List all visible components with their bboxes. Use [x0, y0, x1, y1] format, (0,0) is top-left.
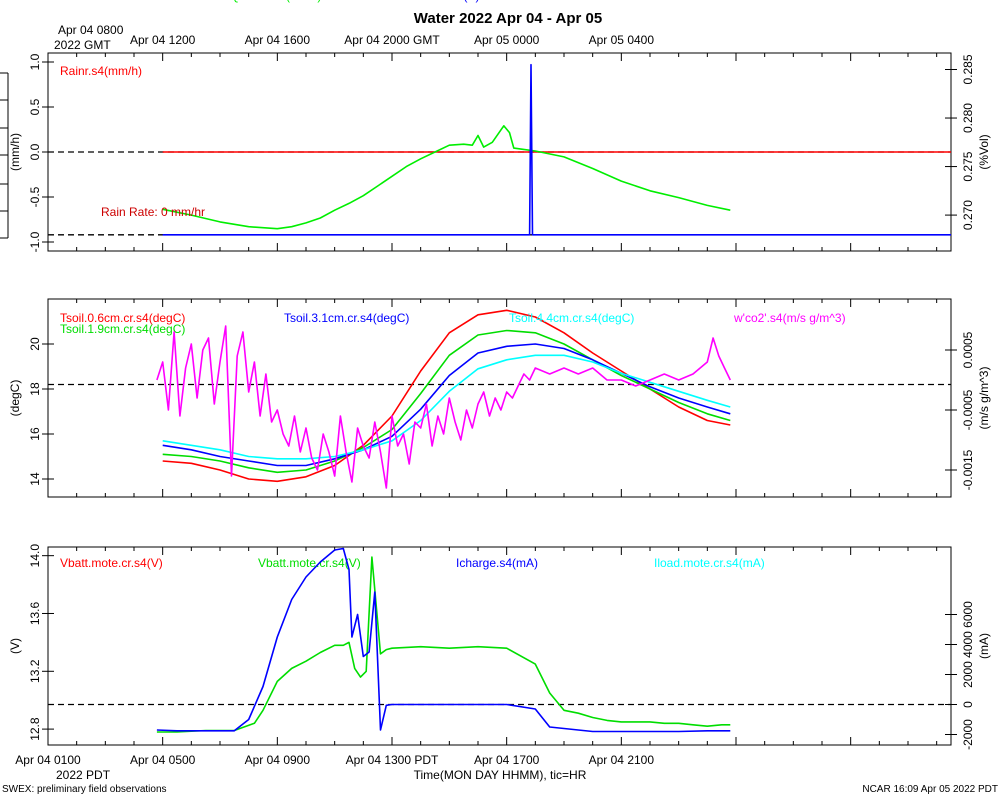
- series-line-3: [162, 354, 731, 460]
- left-axis-label: (V): [8, 638, 22, 654]
- top-time-label: Apr 05 0000: [474, 33, 540, 47]
- bottom-time-label: Apr 04 1700: [474, 753, 540, 767]
- left-edge-ruler: [0, 72, 9, 239]
- bottom-time-label: Apr 04 0900: [245, 753, 311, 767]
- right-axis-label: (%Vol): [977, 134, 991, 169]
- x-axis-label: Time(MON DAY HHMM), tic=HR: [414, 768, 587, 782]
- legend-entry-2: Wetness.s4(V): [401, 0, 479, 3]
- legend-entry-2: Tsoil.3.1cm.cr.s4(degC): [284, 311, 409, 325]
- left-axis-label: (mm/h): [8, 133, 22, 171]
- right-tick-label: -2000: [961, 719, 975, 750]
- series-line-2: [156, 547, 731, 733]
- top-time-axis: Apr 04 1200 Apr 04 1600 Apr 04 2000 GMT Apr…: [130, 33, 654, 47]
- right-tick-label: 2000: [961, 661, 975, 688]
- footer-left: SWEX: preliminary field observations: [2, 784, 167, 795]
- legend-entry-0: Vbatt.mote.cr.s4(V): [60, 556, 163, 570]
- series-line-4: [156, 325, 732, 489]
- legend-entry-3: Iload.mote.cr.s4(mA): [654, 556, 765, 570]
- legend-entry-3: Tsoil.4.4cm.cr.s4(degC): [509, 311, 634, 325]
- right-tick-label: -0.0005: [961, 389, 975, 430]
- panel-soil-temperature: 14 16 18 20 (degC) -0.0015 -0.0005 0.0005(m/s g…: [8, 298, 991, 498]
- plot-frame: [47, 546, 952, 746]
- right-tick-label: 6000: [961, 601, 975, 628]
- left-tick-label: 12.8: [28, 717, 42, 741]
- right-tick-label: 4000: [961, 631, 975, 658]
- left-tick-label: 20: [28, 337, 42, 351]
- top-time-label: Apr 04 1600: [245, 33, 311, 47]
- left-axis-label: (degC): [8, 380, 22, 417]
- left-tick-label: 16: [28, 427, 42, 441]
- legend-entry-4: w'co2'.s4(m/s g/m^3): [733, 311, 846, 325]
- left-tick-label: 1.0: [28, 53, 42, 70]
- left-tick-label: 0.5: [28, 98, 42, 115]
- series-line-2: [162, 63, 951, 236]
- left-tick-label: -1.0: [28, 231, 42, 252]
- left-tick-label: 0.0: [28, 143, 42, 160]
- right-tick-label: 0.275: [961, 151, 975, 181]
- bottom-time-label: Apr 04 1300 PDT: [346, 753, 439, 767]
- bottom-time-label: Apr 04 2100: [589, 753, 655, 767]
- legend-entry-0: Tsoil.0.6cm.cr.s4(degC): [60, 311, 185, 325]
- footer-right: NCAR 16:09 Apr 05 2022 PDT: [862, 784, 998, 795]
- right-axis-label: (mA): [977, 633, 991, 659]
- bottom-time-axis: Apr 04 0100 Apr 04 0500 Apr 04 0900 Apr 04 …: [15, 753, 654, 767]
- legend-entry-1: Vbatt.mote.cr.s4(V): [258, 556, 361, 570]
- plot-frame: [47, 298, 952, 498]
- legend-entry-0: Rainr.s4(mm/h): [60, 64, 142, 78]
- left-tick-label: 14: [28, 472, 42, 486]
- series-line-2: [162, 343, 731, 467]
- right-tick-label: 0.270: [961, 200, 975, 230]
- gmt-start-line2: 2022 GMT: [54, 38, 111, 52]
- right-axis-label: (m/s g/m^3): [977, 367, 991, 430]
- right-tick-label: 0.280: [961, 103, 975, 133]
- top-time-label: Apr 04 2000 GMT: [344, 33, 440, 47]
- panel-water: -1.0 -0.5 0.0 0.5 1.0 (mm/h) 0.270 0.275 0.280 0.…: [8, 0, 991, 252]
- panel-power: 12.8 13.2 13.6 14.0 (V) -2000 0 2000 4000 6000(mA…: [8, 544, 991, 750]
- right-tick-label: 0.285: [961, 54, 975, 84]
- top-time-label: Apr 05 0400: [589, 33, 655, 47]
- rain-rate-annotation: Rain Rate: 0 mm/hr: [101, 205, 205, 219]
- left-tick-label: -0.5: [28, 186, 42, 207]
- legend-entry-1: Qsoil.cr.s4(%Vol): [230, 0, 321, 3]
- legend-entry-2: Icharge.s4(mA): [456, 556, 538, 570]
- chart-title: Water 2022 Apr 04 - Apr 05: [414, 10, 602, 27]
- right-tick-label: -0.0015: [961, 449, 975, 490]
- bottom-time-label: Apr 04 0100: [15, 753, 81, 767]
- legend-entry-1: Tsoil.1.9cm.cr.s4(degC): [60, 322, 185, 336]
- right-tick-label: 0.0005: [961, 331, 975, 368]
- gmt-start-line1: Apr 04 0800: [58, 23, 124, 37]
- left-tick-label: 14.0: [28, 544, 42, 568]
- panels-layer: -1.0 -0.5 0.0 0.5 1.0 (mm/h) 0.270 0.275 0.280 0.…: [8, 0, 991, 750]
- left-tick-label: 13.2: [28, 659, 42, 683]
- left-tick-label: 13.6: [28, 601, 42, 625]
- series-line-1: [156, 556, 731, 733]
- bottom-time-label: Apr 04 0500: [130, 753, 196, 767]
- right-tick-label: 0: [961, 701, 975, 708]
- pdt-label: 2022 PDT: [56, 768, 111, 782]
- series-line-1: [162, 125, 731, 230]
- top-time-label: Apr 04 1200: [130, 33, 196, 47]
- left-tick-label: 18: [28, 382, 42, 396]
